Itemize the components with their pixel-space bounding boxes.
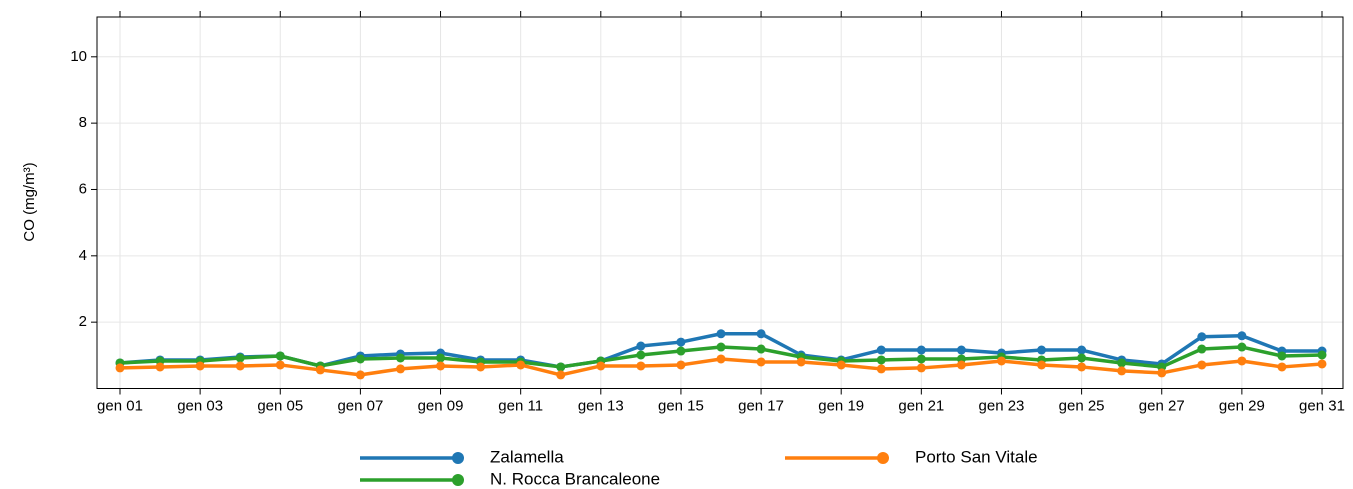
data-point xyxy=(115,363,125,373)
data-point xyxy=(1037,360,1047,370)
data-point xyxy=(636,361,646,371)
data-point xyxy=(1277,362,1287,372)
data-point xyxy=(556,362,566,372)
x-tick-label: gen 07 xyxy=(337,397,383,414)
x-tick-label: gen 11 xyxy=(498,397,543,414)
x-tick-label: gen 05 xyxy=(257,397,303,414)
legend-dot xyxy=(452,474,464,486)
x-tick-label: gen 23 xyxy=(979,397,1025,414)
data-point xyxy=(556,370,566,380)
data-point xyxy=(395,364,405,374)
plot-frame xyxy=(96,16,1344,389)
data-point xyxy=(1077,353,1087,363)
data-point xyxy=(1197,360,1207,370)
data-point xyxy=(275,351,285,361)
legend-label: Zalamella xyxy=(490,447,564,466)
data-point xyxy=(756,329,766,339)
data-point xyxy=(516,360,526,370)
x-tick-label: gen 29 xyxy=(1219,397,1265,414)
x-tick-label: gen 13 xyxy=(578,397,624,414)
data-point xyxy=(1077,362,1087,372)
data-point xyxy=(836,360,846,370)
data-point xyxy=(956,360,966,370)
data-point xyxy=(1237,331,1247,341)
y-tick-label: 10 xyxy=(70,48,87,65)
data-point xyxy=(436,361,446,371)
data-point xyxy=(315,365,325,375)
data-point xyxy=(1077,345,1087,355)
data-point xyxy=(1197,344,1207,354)
data-point xyxy=(436,353,446,363)
x-tick-label: gen 03 xyxy=(177,397,223,414)
data-point xyxy=(876,355,886,365)
y-tick-label: 8 xyxy=(79,114,87,131)
data-point xyxy=(1157,368,1167,378)
data-point xyxy=(1237,342,1247,352)
y-tick-label: 4 xyxy=(79,247,87,264)
data-point xyxy=(596,361,606,371)
data-point xyxy=(916,354,926,364)
data-point xyxy=(916,363,926,373)
data-point xyxy=(756,344,766,354)
data-point xyxy=(876,364,886,374)
data-point xyxy=(1277,351,1287,361)
data-point xyxy=(275,360,285,370)
data-point xyxy=(1037,345,1047,355)
legend-dot xyxy=(877,452,889,464)
legend-label: N. Rocca Brancaleone xyxy=(490,469,660,488)
y-axis-label: CO (mg/m³) xyxy=(21,162,38,241)
data-point xyxy=(1197,332,1207,342)
y-tick-label: 2 xyxy=(79,313,87,330)
data-point xyxy=(676,360,686,370)
x-tick-label: gen 31 xyxy=(1299,397,1345,414)
data-point xyxy=(195,361,205,371)
data-point xyxy=(796,357,806,367)
x-tick-label: gen 19 xyxy=(818,397,864,414)
data-point xyxy=(395,353,405,363)
data-point xyxy=(676,346,686,356)
data-point xyxy=(916,345,926,355)
data-point xyxy=(676,337,686,347)
data-point xyxy=(756,357,766,367)
x-tick-label: gen 27 xyxy=(1139,397,1185,414)
legend-dot xyxy=(452,452,464,464)
x-tick-label: gen 21 xyxy=(898,397,944,414)
data-point xyxy=(1117,366,1127,376)
x-tick-label: gen 15 xyxy=(658,397,704,414)
data-point xyxy=(716,354,726,364)
x-tick-label: gen 09 xyxy=(418,397,464,414)
data-point xyxy=(476,362,486,372)
data-point xyxy=(355,370,365,380)
x-tick-label: gen 17 xyxy=(738,397,784,414)
data-point xyxy=(636,341,646,351)
data-point xyxy=(636,350,646,360)
data-point xyxy=(956,345,966,355)
x-tick-label: gen 25 xyxy=(1059,397,1105,414)
data-point xyxy=(716,342,726,352)
data-point xyxy=(235,353,245,363)
legend-label: Porto San Vitale xyxy=(915,447,1038,466)
x-tick-label: gen 01 xyxy=(97,397,143,414)
data-point xyxy=(1117,358,1127,368)
data-point xyxy=(235,361,245,371)
data-point xyxy=(716,329,726,339)
data-point xyxy=(876,345,886,355)
data-point xyxy=(1317,350,1327,360)
data-point xyxy=(1317,359,1327,369)
y-tick-label: 6 xyxy=(79,180,87,197)
data-point xyxy=(355,354,365,364)
data-point xyxy=(996,356,1006,366)
data-point xyxy=(155,362,165,372)
data-point xyxy=(1237,356,1247,366)
